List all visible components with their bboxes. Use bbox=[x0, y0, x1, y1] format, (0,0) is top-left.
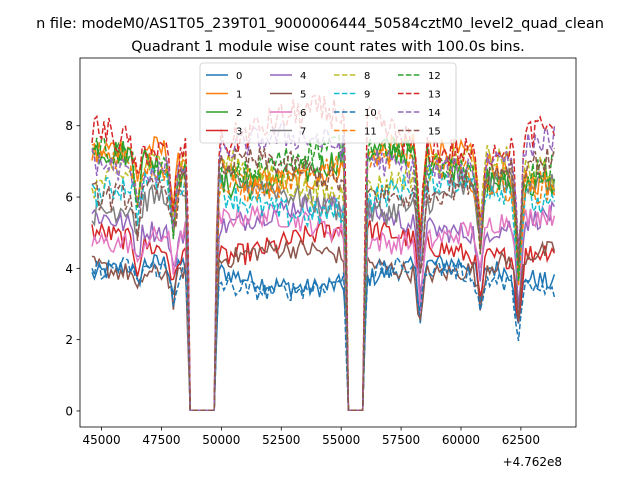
x-tick-label: 62500 bbox=[502, 433, 540, 447]
series-line-9 bbox=[91, 164, 556, 411]
figure-suptitle: n file: modeM0/AS1T05_239T01_9000006444_… bbox=[36, 16, 604, 32]
x-tick-label: 45000 bbox=[82, 433, 120, 447]
legend-label-7: 7 bbox=[300, 127, 306, 138]
series-layer bbox=[91, 94, 556, 411]
y-tick-label: 8 bbox=[65, 119, 73, 133]
y-tick-label: 4 bbox=[65, 262, 73, 276]
series-line-3 bbox=[91, 220, 556, 411]
chart-title: Quadrant 1 module wise count rates with … bbox=[131, 39, 525, 55]
y-tick-label: 6 bbox=[65, 191, 73, 205]
series-line-15 bbox=[91, 147, 556, 411]
legend-label-15: 15 bbox=[428, 127, 441, 138]
legend-label-12: 12 bbox=[428, 71, 441, 82]
series-line-10 bbox=[91, 256, 556, 411]
legend-label-2: 2 bbox=[236, 108, 242, 119]
x-tick-label: 55000 bbox=[322, 433, 360, 447]
legend-label-0: 0 bbox=[236, 71, 242, 82]
legend-label-11: 11 bbox=[364, 127, 377, 138]
legend-label-14: 14 bbox=[428, 108, 441, 119]
plot-frame bbox=[79, 57, 577, 428]
x-offset-label: +4.762e8 bbox=[503, 455, 562, 469]
y-tick-label: 2 bbox=[65, 333, 73, 347]
legend-label-6: 6 bbox=[300, 108, 306, 119]
legend-label-4: 4 bbox=[300, 71, 306, 82]
series-line-5 bbox=[91, 239, 556, 411]
legend-label-10: 10 bbox=[364, 108, 377, 119]
x-tick-label: 60000 bbox=[442, 433, 480, 447]
x-tick-label: 47500 bbox=[142, 433, 180, 447]
legend-label-13: 13 bbox=[428, 90, 441, 101]
x-tick-label: 57500 bbox=[382, 433, 420, 447]
series-line-6 bbox=[91, 203, 556, 411]
legend-label-3: 3 bbox=[236, 127, 242, 138]
legend-label-8: 8 bbox=[364, 71, 370, 82]
legend-label-9: 9 bbox=[364, 90, 370, 101]
legend-label-1: 1 bbox=[236, 90, 242, 101]
legend-label-5: 5 bbox=[300, 90, 306, 101]
axes-layer: 45000 47500 50000 52500 55000 57500 60000 62500… bbox=[65, 57, 577, 447]
x-tick-label: 50000 bbox=[202, 433, 240, 447]
y-tick-label: 0 bbox=[65, 404, 73, 418]
x-tick-label: 52500 bbox=[262, 433, 300, 447]
legend-box bbox=[199, 62, 457, 144]
